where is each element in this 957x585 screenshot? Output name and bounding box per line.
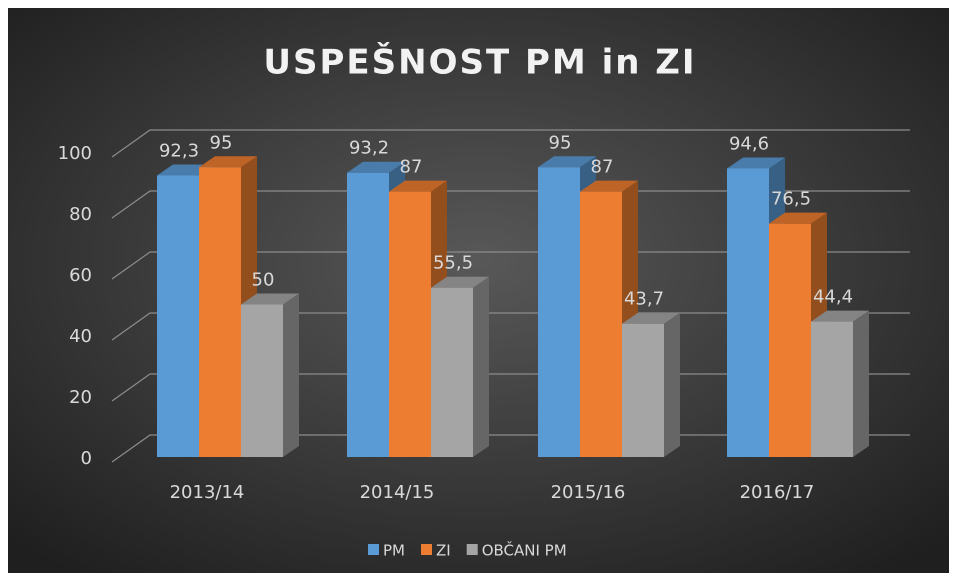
- bar-side: [853, 310, 869, 457]
- bar: [811, 321, 853, 457]
- bar-top: [769, 212, 827, 224]
- bar-top: [727, 157, 785, 169]
- x-tick-label: 2016/17: [740, 482, 815, 503]
- bar: [727, 168, 769, 457]
- bar: [538, 167, 580, 457]
- bar-top: [389, 180, 447, 192]
- bar-side: [283, 293, 299, 457]
- legend-label: PM: [383, 542, 405, 560]
- bar: [241, 304, 283, 457]
- grid-line: [111, 251, 910, 280]
- bar-top: [811, 310, 869, 322]
- y-tick-label: 100: [58, 143, 92, 164]
- bar-top: [347, 161, 405, 173]
- chart-title: USPEŠNOST PM in ZI: [263, 42, 696, 83]
- bar: [431, 287, 473, 457]
- bar-top: [241, 293, 299, 305]
- bar-top: [431, 276, 489, 288]
- bar-top: [622, 312, 680, 324]
- data-label: 43,7: [624, 289, 664, 310]
- legend-swatch: [368, 544, 379, 555]
- x-tick-label: 2014/15: [360, 482, 435, 503]
- data-label: 76,5: [771, 189, 811, 210]
- legend-label: OBČANI PM: [482, 541, 567, 560]
- data-label: 44,4: [813, 287, 853, 308]
- grid-line: [111, 129, 910, 158]
- data-label: 87: [400, 157, 423, 178]
- legend-swatch: [466, 544, 478, 555]
- x-tick-label: 2015/16: [551, 482, 626, 503]
- bar-side: [473, 276, 489, 457]
- bar: [769, 223, 811, 457]
- y-tick-label: 60: [69, 265, 92, 286]
- bar: [199, 167, 241, 457]
- data-label: 50: [252, 270, 275, 291]
- bar-top: [538, 156, 596, 168]
- y-tick-label: 20: [69, 387, 92, 408]
- legend-label: ZI: [436, 542, 451, 560]
- bar-top: [580, 180, 638, 192]
- bar: [622, 323, 664, 457]
- data-label: 87: [591, 157, 614, 178]
- grid-line: [111, 190, 910, 219]
- data-label: 55,5: [433, 253, 473, 274]
- data-label: 94,6: [729, 133, 769, 154]
- data-label: 93,2: [349, 138, 389, 159]
- bar-top: [199, 156, 257, 168]
- bar: [157, 175, 199, 458]
- bar: [389, 191, 431, 457]
- legend-swatch: [421, 544, 432, 555]
- data-label: 95: [210, 132, 233, 153]
- y-tick-label: 80: [69, 204, 92, 225]
- bar-side: [664, 312, 680, 457]
- data-label: 95: [549, 132, 572, 153]
- bar: [580, 191, 622, 457]
- x-tick-label: 2013/14: [170, 482, 245, 503]
- bar: [347, 172, 389, 458]
- y-tick-label: 0: [81, 448, 92, 469]
- y-tick-label: 40: [69, 326, 92, 347]
- data-label: 92,3: [159, 140, 199, 161]
